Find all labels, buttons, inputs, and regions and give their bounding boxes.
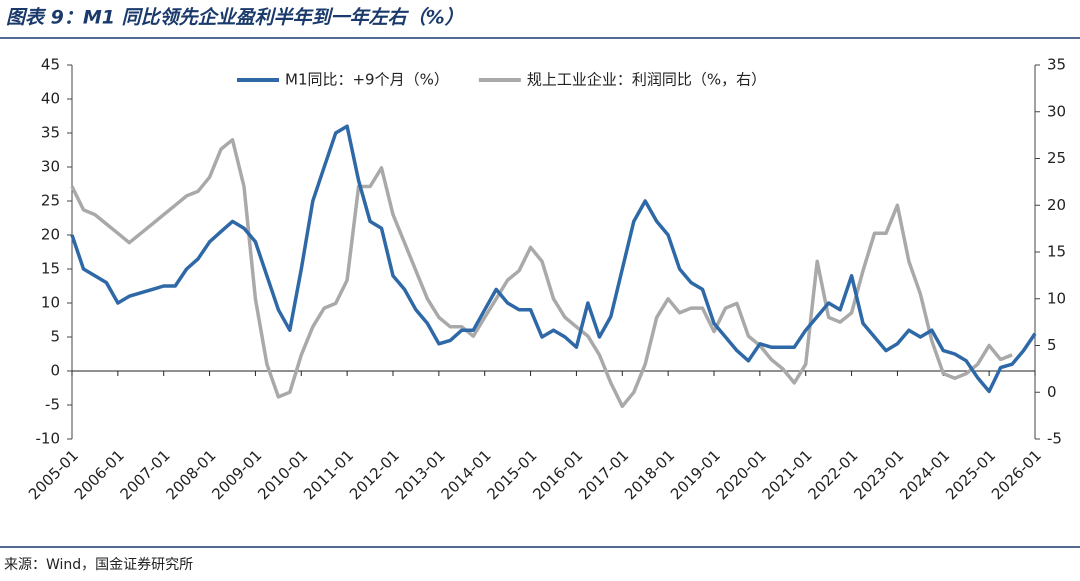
x-tick-label: 2025-01 <box>942 446 999 503</box>
legend-label: 规上工业企业：利润同比（%，右） <box>527 71 766 89</box>
y-tick-label: 40 <box>41 90 60 108</box>
y-tick-label: 30 <box>41 158 60 176</box>
x-tick-label: 2006-01 <box>71 446 128 503</box>
x-tick-label: 2018-01 <box>621 446 678 503</box>
y2-tick-label: 5 <box>1047 336 1057 354</box>
series-line <box>70 124 1037 394</box>
x-tick-label: 2022-01 <box>805 446 862 503</box>
y2-tick-label: 0 <box>1047 383 1057 401</box>
y2-tick-label: 10 <box>1047 289 1066 307</box>
y-tick-label: -10 <box>36 430 61 448</box>
y-tick-label: 5 <box>50 328 60 346</box>
y2-tick-label: 35 <box>1047 56 1066 74</box>
y2-tick-label: 30 <box>1047 102 1066 120</box>
y-tick-label: 20 <box>41 226 60 244</box>
x-tick-label: 2024-01 <box>896 446 953 503</box>
x-tick-label: 2005-01 <box>25 446 82 503</box>
x-tick-label: 2019-01 <box>667 446 724 503</box>
x-tick-label: 2014-01 <box>438 446 495 503</box>
x-tick-label: 2007-01 <box>117 446 174 503</box>
source: 来源：Wind，国金证券研究所 <box>4 557 193 573</box>
y-tick-label: -5 <box>45 396 60 414</box>
y2-tick-label: 15 <box>1047 243 1066 261</box>
x-tick-label: 2016-01 <box>529 446 586 503</box>
x-tick-label: 2011-01 <box>300 446 357 503</box>
x-tick-label: 2017-01 <box>575 446 632 503</box>
y-tick-label: 35 <box>41 124 60 142</box>
y-tick-label: 25 <box>41 192 60 210</box>
y-tick-label: 10 <box>41 294 60 312</box>
y-tick-label: 0 <box>50 362 60 380</box>
x-tick-label: 2021-01 <box>759 446 816 503</box>
x-tick-label: 2009-01 <box>208 446 265 503</box>
chart-title: 图表 9：M1 同比领先企业盈利半年到一年左右（%） <box>6 7 464 29</box>
y2-tick-label: 20 <box>1047 196 1066 214</box>
legend-label: M1同比：+9个月（%） <box>285 71 449 89</box>
x-tick-label: 2020-01 <box>713 446 770 503</box>
x-tick-label: 2012-01 <box>346 446 403 503</box>
x-tick-label: 2013-01 <box>392 446 449 503</box>
x-tick-label: 2026-01 <box>988 446 1045 503</box>
y2-tick-label: 25 <box>1047 149 1066 167</box>
x-tick-label: 2010-01 <box>254 446 311 503</box>
series-line <box>70 138 1013 409</box>
y2-tick-label: -5 <box>1047 430 1062 448</box>
x-tick-label: 2008-01 <box>163 446 220 503</box>
y-tick-label: 15 <box>41 260 60 278</box>
y-tick-label: 45 <box>41 56 60 74</box>
x-tick-label: 2015-01 <box>484 446 541 503</box>
x-tick-label: 2023-01 <box>850 446 907 503</box>
